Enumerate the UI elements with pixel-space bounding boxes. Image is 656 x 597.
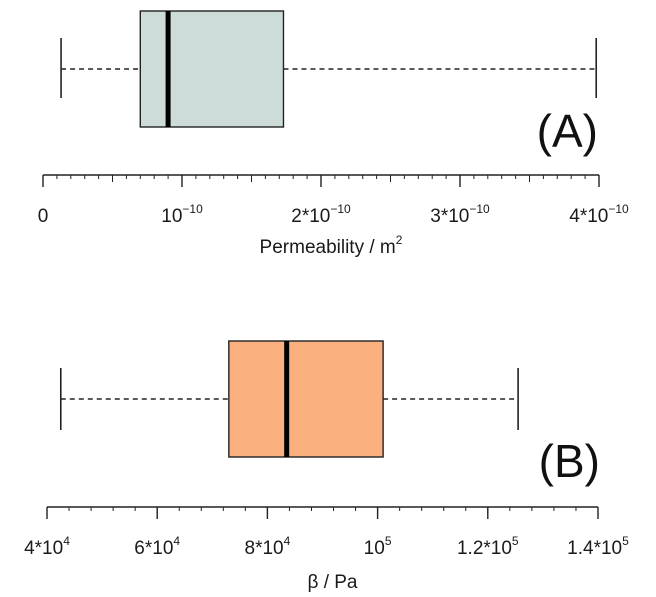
tick-label: 105 bbox=[364, 534, 392, 559]
iqr-box bbox=[228, 340, 384, 458]
panel-label: (A) bbox=[537, 105, 598, 157]
tick-label: 4*104 bbox=[24, 534, 70, 559]
tick-label: 8*104 bbox=[245, 534, 291, 559]
tick-label: 2*10−10 bbox=[291, 202, 351, 227]
x-axis-title: Permeability / m2 bbox=[260, 233, 403, 258]
tick-label: 10−10 bbox=[161, 202, 203, 227]
tick-label: 1.2*105 bbox=[457, 534, 519, 559]
panel-label: (B) bbox=[539, 435, 600, 487]
tick-label: 1.4*105 bbox=[567, 534, 629, 559]
tick-label: 6*104 bbox=[134, 534, 180, 559]
panel-b: 4*104 6*104 8*104 105 1.2*105 1.4*105 β / Pa (B… bbox=[24, 340, 629, 593]
panel-a: 0 10−10 2*10−10 3*10−10 4*10−10 Permeability … bbox=[38, 10, 629, 258]
tick-label: 3*10−10 bbox=[430, 202, 490, 227]
tick-label: 0 bbox=[38, 206, 49, 227]
iqr-box bbox=[139, 10, 285, 128]
tick-label: 4*10−10 bbox=[569, 202, 629, 227]
x-axis-title: β / Pa bbox=[307, 572, 357, 593]
